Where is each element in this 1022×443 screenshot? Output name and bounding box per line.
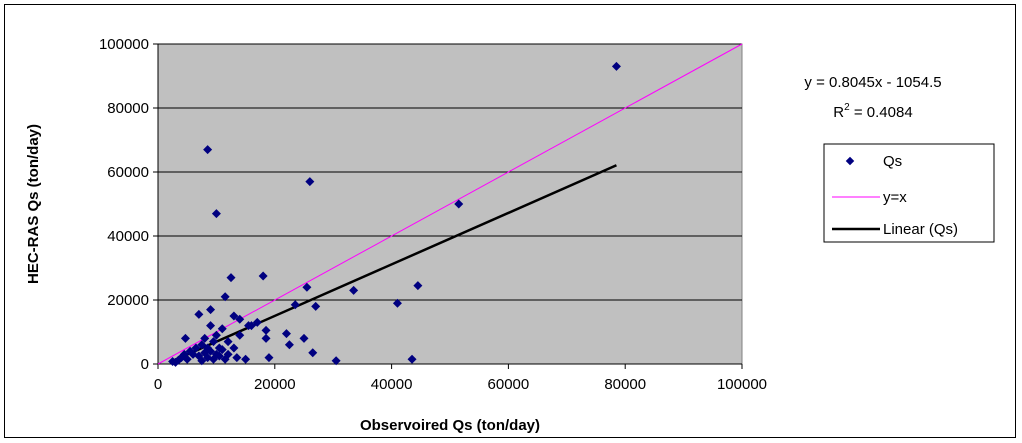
x-tick-label: 100000 <box>717 376 767 393</box>
x-tick-label: 60000 <box>488 376 530 393</box>
gridlines <box>158 43 742 301</box>
r-squared-superscript: 2 <box>844 102 850 113</box>
data-point <box>208 337 218 347</box>
series-lines <box>157 43 743 365</box>
data-point <box>392 298 402 308</box>
data-point <box>229 343 239 353</box>
data-point <box>226 273 236 283</box>
data-point <box>252 317 262 327</box>
data-point <box>331 356 341 366</box>
data-point <box>284 340 294 350</box>
data-point <box>182 354 192 364</box>
axes <box>153 43 743 369</box>
y-tick-label: 100000 <box>99 36 149 53</box>
x-axis-title: Observoired Qs (ton/day) <box>360 417 540 434</box>
data-point <box>191 343 201 353</box>
r-squared-value: = 0.4084 <box>850 104 913 121</box>
data-point <box>217 345 227 355</box>
data-point <box>232 353 242 363</box>
data-point <box>611 61 621 71</box>
data-point <box>305 177 315 187</box>
data-point <box>290 300 300 310</box>
data-point <box>197 340 207 350</box>
data-point <box>308 348 318 358</box>
data-point <box>206 346 216 356</box>
y-tick-label: 20000 <box>107 292 149 309</box>
x-tick-label: 20000 <box>254 376 296 393</box>
data-point <box>281 329 291 339</box>
data-point <box>311 301 321 311</box>
data-point <box>235 314 245 324</box>
data-point <box>206 321 216 331</box>
data-point <box>180 333 190 343</box>
data-point <box>217 324 227 334</box>
y-tick-label: 80000 <box>107 100 149 117</box>
data-point <box>214 351 224 361</box>
y-tick-label: 0 <box>141 356 149 373</box>
data-point <box>194 309 204 319</box>
data-point <box>407 354 417 364</box>
data-point <box>261 325 271 335</box>
y-tick-labels: 0 20000 40000 60000 80000 100000 <box>99 36 149 373</box>
legend-label-qs: Qs <box>883 153 902 170</box>
data-point <box>261 333 271 343</box>
r-squared-label: R2 = 0.4084 <box>833 102 912 121</box>
data-point <box>246 321 256 331</box>
legend-label-identity: y=x <box>883 189 907 206</box>
data-point <box>206 305 216 315</box>
data-point <box>211 330 221 340</box>
trendline-equation: y = 0.8045x - 1054.5 <box>804 74 941 91</box>
data-point <box>229 311 239 321</box>
r-squared-prefix: R <box>833 104 844 121</box>
data-point <box>223 349 233 359</box>
data-point <box>203 145 213 155</box>
x-tick-label: 80000 <box>604 376 646 393</box>
data-point <box>220 292 230 302</box>
legend: Qs y=x Linear (Qs) <box>823 143 995 243</box>
data-point <box>349 285 359 295</box>
data-point <box>302 282 312 292</box>
data-point <box>258 271 268 281</box>
legend-label-trend: Linear (Qs) <box>883 221 958 238</box>
trend-line <box>172 164 617 363</box>
data-point <box>299 333 309 343</box>
x-tick-labels: 0 20000 40000 60000 80000 100000 <box>154 376 767 393</box>
data-points <box>168 61 621 367</box>
data-point <box>264 353 274 363</box>
data-point <box>223 337 233 347</box>
y-tick-label: 40000 <box>107 228 149 245</box>
data-point <box>454 199 464 209</box>
data-point <box>235 330 245 340</box>
data-point <box>200 333 210 343</box>
x-tick-label: 40000 <box>371 376 413 393</box>
data-point <box>413 281 423 291</box>
data-point <box>197 356 207 366</box>
data-point <box>241 354 251 364</box>
y-tick-label: 60000 <box>107 164 149 181</box>
data-point <box>211 209 221 219</box>
y-axis-title: HEC-RAS Qs (ton/day) <box>25 124 42 284</box>
identity-line <box>157 43 743 365</box>
x-tick-label: 0 <box>154 376 162 393</box>
